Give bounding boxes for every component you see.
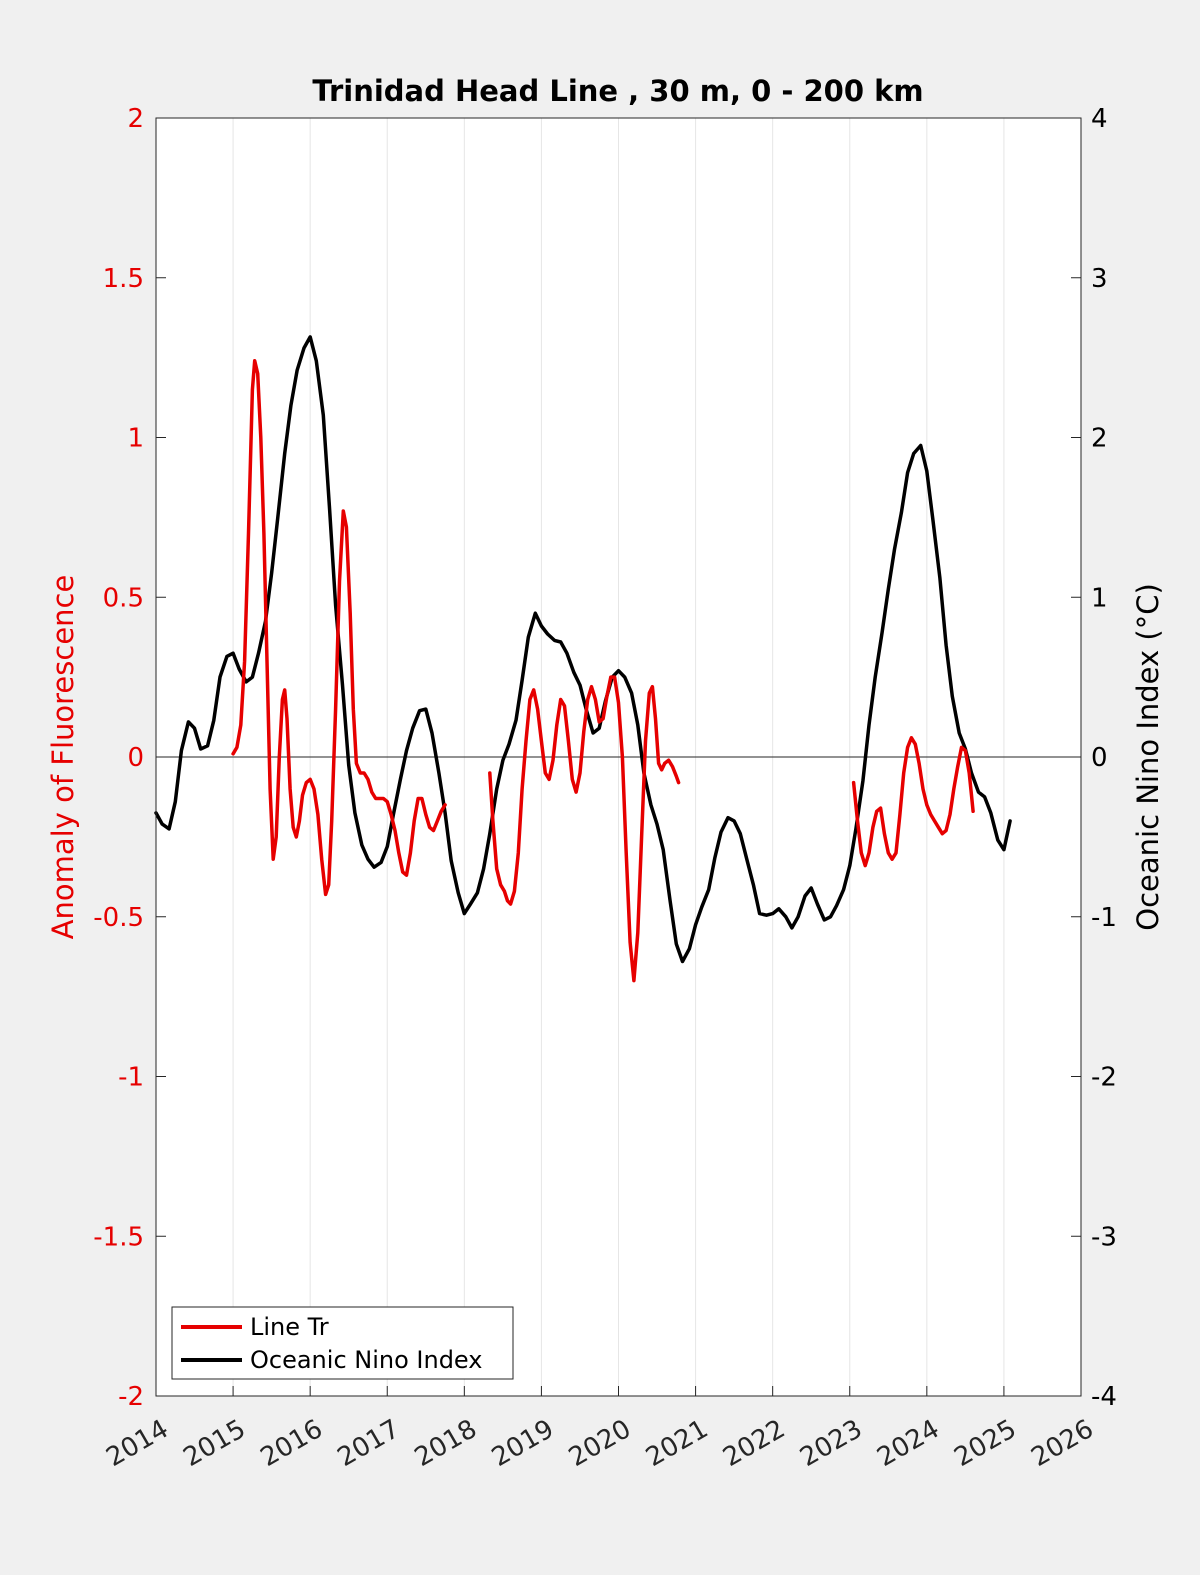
- fluorescence-series-line: [851, 736, 975, 868]
- y-tick-label-left: -2: [118, 1382, 144, 1412]
- legend-label-oni: Oceanic Nino Index: [250, 1346, 482, 1374]
- y-tick-label-right: 3: [1091, 264, 1108, 294]
- y-tick-label-right: -1: [1091, 903, 1117, 933]
- y-tick-label-right: -2: [1091, 1063, 1117, 1093]
- y-tick-label-left: -1: [118, 1063, 144, 1093]
- series-layer: [154, 335, 1012, 983]
- y-axis-label-right: Oceanic Nino Index (°C): [1131, 583, 1165, 931]
- y-tick-label-left: 0: [127, 743, 144, 773]
- y-axis-label-left: Anomaly of Fluorescence: [46, 575, 80, 940]
- y-tick-label-left: 0.5: [103, 583, 144, 613]
- oni-series-line: [154, 335, 1012, 964]
- y-tick-label-left: 1.5: [103, 264, 144, 294]
- legend-box: [171, 1306, 514, 1380]
- legend: Line Tr Oceanic Nino Index: [171, 1306, 514, 1380]
- chart-title: Trinidad Head Line , 30 m, 0 - 200 km: [312, 74, 923, 108]
- y-tick-label-right: 0: [1091, 743, 1108, 773]
- y-tick-label-right: -4: [1091, 1382, 1117, 1412]
- y-tick-label-left: 1: [127, 424, 144, 454]
- y-tick-label-left: -1.5: [93, 1222, 144, 1252]
- y-tick-label-right: 1: [1091, 583, 1108, 613]
- fluorescence-series-line: [488, 675, 681, 983]
- y-tick-label-left: -0.5: [93, 903, 144, 933]
- y-tick-label-right: -3: [1091, 1222, 1117, 1252]
- fluorescence-series-line: [231, 359, 447, 897]
- y-tick-label-left: 2: [127, 104, 144, 134]
- y-tick-label-right: 4: [1091, 104, 1108, 134]
- legend-label-line-tr: Line Tr: [250, 1313, 329, 1341]
- y-tick-label-right: 2: [1091, 424, 1108, 454]
